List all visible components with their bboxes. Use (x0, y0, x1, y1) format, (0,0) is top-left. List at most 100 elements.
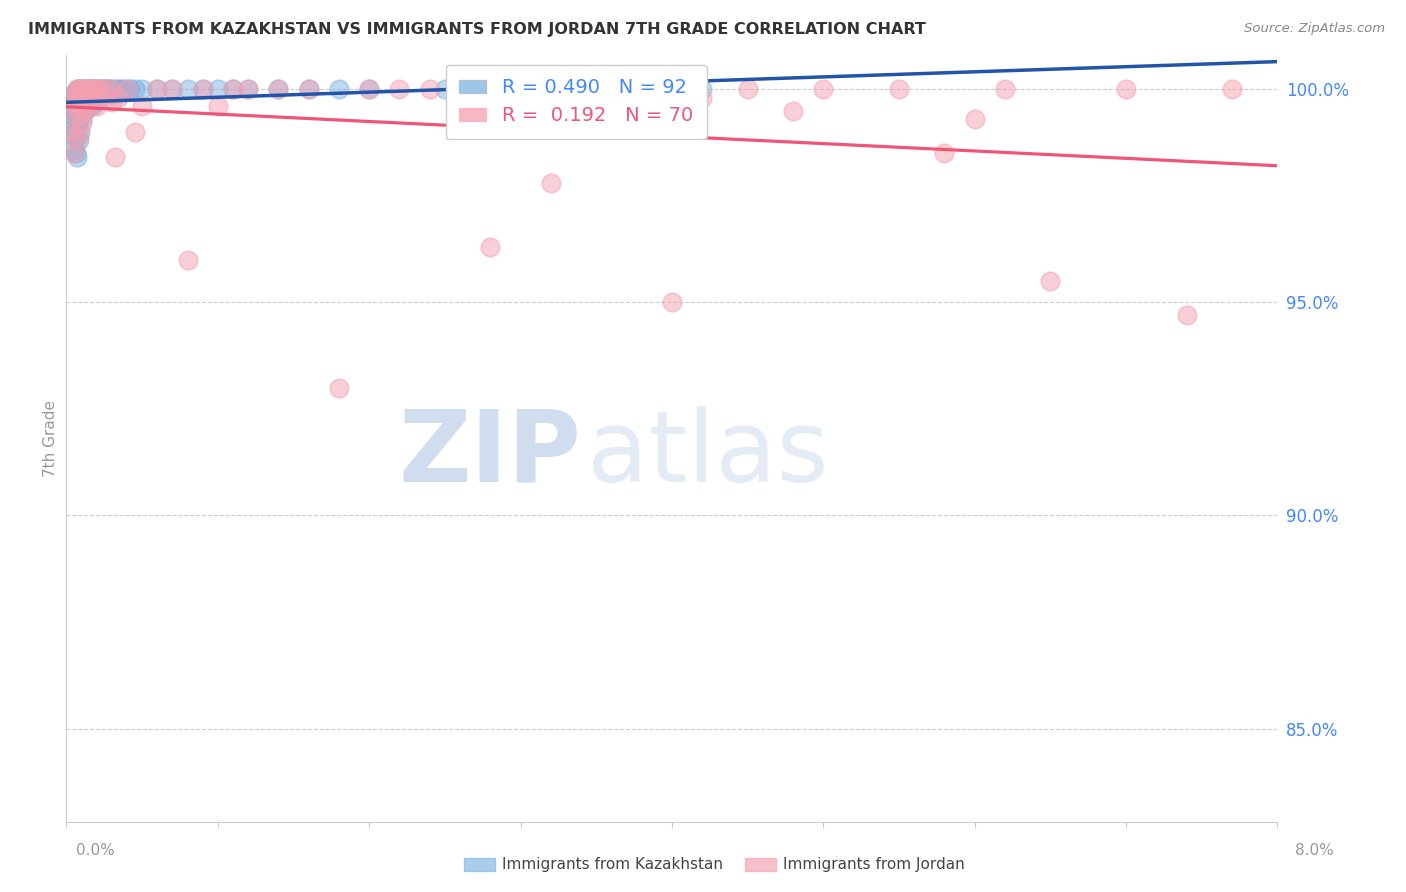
Point (62, 103, 84, 118)
Point (107, 82, 129, 96)
Point (86, 95, 108, 109)
Point (207, 99, 229, 113)
Point (91, 82, 114, 96)
Point (207, 82, 229, 96)
Point (70, 82, 93, 96)
Point (86, 82, 108, 96)
Point (94, 82, 117, 96)
Point (75, 91, 97, 105)
Text: Immigrants from Kazakhstan: Immigrants from Kazakhstan (502, 857, 723, 871)
Point (191, 82, 214, 96)
Point (479, 240, 502, 254)
Point (66, 129, 89, 144)
Point (1115, 82, 1137, 96)
Point (75, 95, 97, 109)
Point (162, 82, 184, 96)
Point (66, 82, 89, 96)
Point (70, 116, 93, 130)
Point (73, 82, 96, 96)
Point (359, 82, 381, 96)
Point (63, 91, 86, 105)
Point (79, 82, 101, 96)
Point (76, 82, 98, 96)
Point (84, 82, 107, 96)
Point (66, 133, 89, 147)
Point (191, 82, 214, 96)
Point (115, 82, 138, 96)
Point (540, 176, 562, 190)
Point (104, 82, 127, 96)
Point (67, 82, 90, 96)
Point (963, 112, 986, 126)
Point (79, 82, 101, 96)
Point (585, 82, 607, 96)
Point (690, 91, 713, 105)
Point (62, 91, 84, 105)
Point (509, 82, 531, 96)
Point (67, 82, 90, 96)
Point (388, 82, 411, 96)
Point (782, 103, 804, 118)
Point (118, 82, 141, 96)
Point (676, 82, 699, 96)
Point (600, 82, 623, 96)
Point (176, 82, 198, 96)
Point (94, 82, 117, 96)
Point (96, 82, 118, 96)
Point (93, 82, 115, 96)
Point (176, 252, 198, 267)
Point (267, 82, 290, 96)
Point (67, 133, 90, 147)
Point (86, 99, 108, 113)
Point (65, 108, 87, 122)
Point (236, 82, 259, 96)
Point (73, 87, 96, 101)
Point (73, 103, 96, 118)
Text: ZIP: ZIP (398, 406, 581, 502)
Point (72, 95, 94, 109)
Point (67, 125, 90, 139)
Point (59, 112, 82, 126)
Point (86, 82, 108, 96)
Point (83, 82, 105, 96)
Point (65, 146, 87, 161)
Point (72, 99, 94, 113)
Point (236, 82, 259, 96)
Point (77, 99, 100, 113)
Point (69, 103, 91, 118)
Point (83, 95, 105, 109)
Point (70, 112, 93, 126)
Point (67, 112, 90, 126)
Point (101, 82, 124, 96)
Point (994, 82, 1017, 96)
Point (59, 125, 82, 139)
Point (887, 82, 910, 96)
Point (76, 91, 98, 105)
Point (101, 87, 124, 101)
Text: 0.0%: 0.0% (76, 843, 115, 858)
Point (91, 91, 114, 105)
Point (101, 82, 124, 96)
Point (69, 108, 91, 122)
Point (69, 95, 91, 109)
Point (69, 82, 91, 96)
Point (298, 82, 321, 96)
Point (67, 99, 90, 113)
Point (112, 82, 135, 96)
Point (813, 82, 835, 96)
Point (70, 91, 93, 105)
Point (66, 116, 89, 130)
Point (630, 82, 652, 96)
Point (65, 120, 87, 135)
Point (62, 129, 84, 144)
Point (690, 82, 713, 96)
Point (66, 151, 89, 165)
Point (66, 95, 89, 109)
Point (110, 82, 132, 96)
Point (433, 82, 456, 96)
Point (66, 95, 89, 109)
Point (104, 151, 127, 165)
Point (107, 91, 129, 105)
Point (63, 103, 86, 118)
Point (359, 82, 381, 96)
